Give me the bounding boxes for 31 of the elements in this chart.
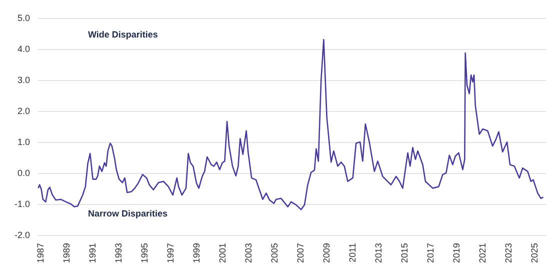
- y-tick-label: 0.0: [17, 168, 30, 178]
- y-tick-label: 1.0: [17, 137, 30, 147]
- y-tick-label: 4.0: [17, 44, 30, 54]
- x-tick-label: 1991: [88, 243, 98, 264]
- annotation: Wide Disparities: [88, 30, 158, 40]
- x-tick-label: 1999: [192, 243, 202, 264]
- x-tick-label: 1997: [166, 243, 176, 264]
- x-tick-label: 2009: [321, 243, 332, 264]
- y-tick-label: 3.0: [17, 75, 30, 85]
- x-tick-label: 2025: [529, 243, 540, 264]
- x-tick-label: 2003: [243, 243, 254, 264]
- x-tick-label: 2023: [503, 243, 514, 264]
- x-tick-label: 1993: [114, 243, 124, 264]
- annotation: Narrow Disparities: [88, 208, 168, 218]
- line-series: [38, 39, 544, 210]
- x-tick-label: 1995: [140, 243, 150, 264]
- x-tick-label: 2019: [451, 243, 462, 264]
- y-tick-label: -1.0: [14, 199, 30, 209]
- x-tick-label: 1987: [36, 243, 46, 264]
- x-tick-label: 2007: [295, 243, 306, 264]
- x-tick-label: 2013: [373, 243, 384, 264]
- y-tick-label: 2.0: [17, 106, 30, 116]
- x-tick-label: 2017: [425, 243, 436, 264]
- x-tick-label: 2005: [269, 243, 280, 264]
- y-tick-label: 5.0: [17, 13, 30, 23]
- x-tick-label: 2021: [477, 243, 488, 264]
- x-tick-label: 2001: [217, 243, 228, 264]
- y-tick-label: -2.0: [14, 230, 30, 240]
- x-tick-label: 1989: [62, 243, 72, 264]
- x-tick-label: 2011: [347, 243, 358, 262]
- x-tick-label: 2015: [399, 243, 410, 264]
